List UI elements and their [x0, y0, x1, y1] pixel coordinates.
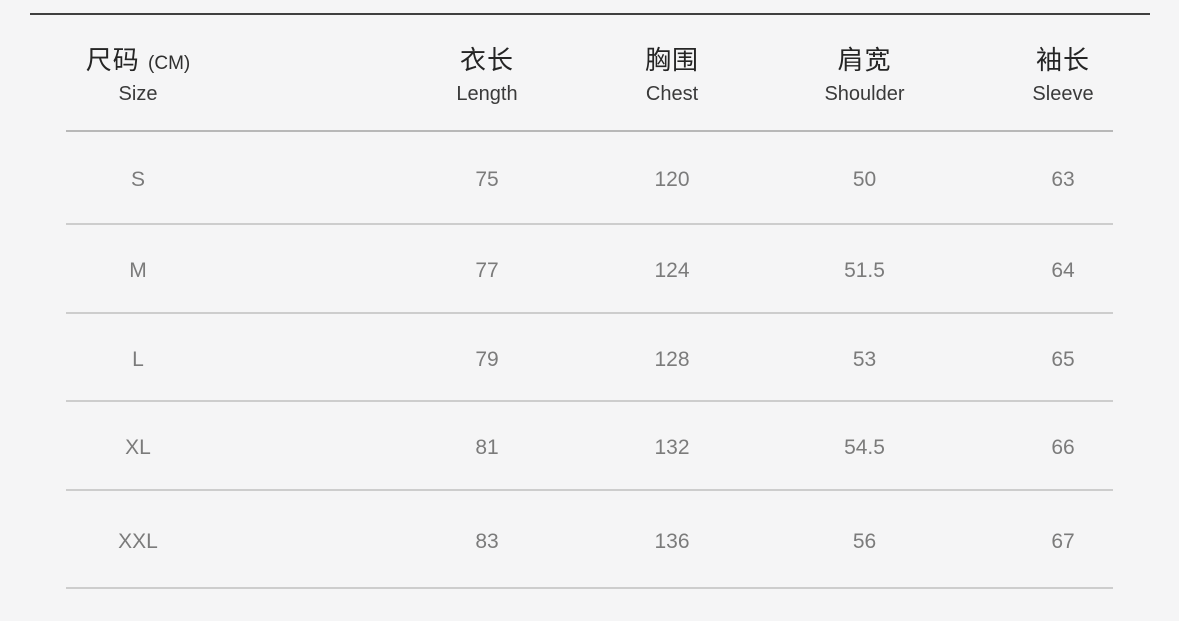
- size-chart-header-row: 尺码 (CM) Size 衣长 Length 胸围 Chest 肩宽 Shoul…: [66, 15, 1113, 132]
- header-size-cn-text: 尺码: [85, 44, 140, 75]
- shoulder-value: 54.5: [844, 436, 885, 459]
- header-size-unit: (CM): [148, 52, 191, 74]
- shoulder-value: 51.5: [844, 259, 885, 282]
- header-sleeve-en: Sleeve: [1032, 83, 1094, 106]
- shoulder-value: 53: [852, 347, 877, 371]
- header-chest-en: Chest: [645, 83, 699, 106]
- shoulder-value: 50: [852, 168, 877, 191]
- length-value: 79: [475, 347, 499, 371]
- header-size-en: Size: [118, 83, 158, 106]
- sleeve-value: 67: [1051, 529, 1075, 553]
- sleeve-value: 65: [1051, 347, 1075, 371]
- table-row-s: S 75 120 50 63: [66, 132, 1113, 225]
- header-sleeve-cn: 袖长: [1035, 44, 1090, 75]
- table-row-l: L 79 128 53 65: [66, 314, 1113, 402]
- chest-value: 120: [654, 168, 690, 191]
- table-top-rule: [30, 13, 1150, 15]
- table-row-xl: XL 81 132 54.5 66: [66, 402, 1113, 491]
- header-cell-size: 尺码 (CM) Size: [66, 40, 312, 106]
- header-length-en: Length: [456, 83, 518, 106]
- length-value: 75: [475, 168, 499, 191]
- header-size-cn: 尺码 (CM): [66, 44, 210, 75]
- size-label: M: [129, 259, 147, 282]
- shoulder-value: 56: [852, 529, 877, 553]
- chest-value: 136: [654, 529, 690, 553]
- table-row-xxl: XXL 83 136 56 67: [66, 491, 1113, 589]
- header-chest-cn: 胸围: [644, 44, 699, 75]
- sleeve-value: 64: [1051, 259, 1075, 282]
- header-cell-sleeve: 袖长 Sleeve: [963, 40, 1113, 106]
- size-label: L: [132, 347, 144, 371]
- length-value: 83: [475, 529, 499, 553]
- header-shoulder-cn: 肩宽: [837, 44, 892, 75]
- size-chart-table: 尺码 (CM) Size 衣长 Length 胸围 Chest 肩宽 Shoul…: [66, 15, 1113, 589]
- header-cell-length: 衣长 Length: [312, 40, 578, 106]
- size-label: XL: [125, 436, 151, 459]
- size-label: S: [130, 168, 145, 191]
- sleeve-value: 66: [1051, 436, 1075, 459]
- size-label: XXL: [118, 529, 158, 553]
- header-shoulder-en: Shoulder: [824, 83, 905, 106]
- sleeve-value: 63: [1051, 168, 1075, 191]
- length-value: 81: [475, 436, 499, 459]
- length-value: 77: [475, 259, 499, 282]
- chest-value: 124: [654, 259, 690, 282]
- header-cell-shoulder: 肩宽 Shoulder: [766, 40, 963, 106]
- chest-value: 128: [654, 347, 690, 371]
- chest-value: 132: [654, 436, 690, 459]
- header-length-cn: 衣长: [459, 44, 514, 75]
- table-row-m: M 77 124 51.5 64: [66, 225, 1113, 314]
- header-cell-chest: 胸围 Chest: [578, 40, 766, 106]
